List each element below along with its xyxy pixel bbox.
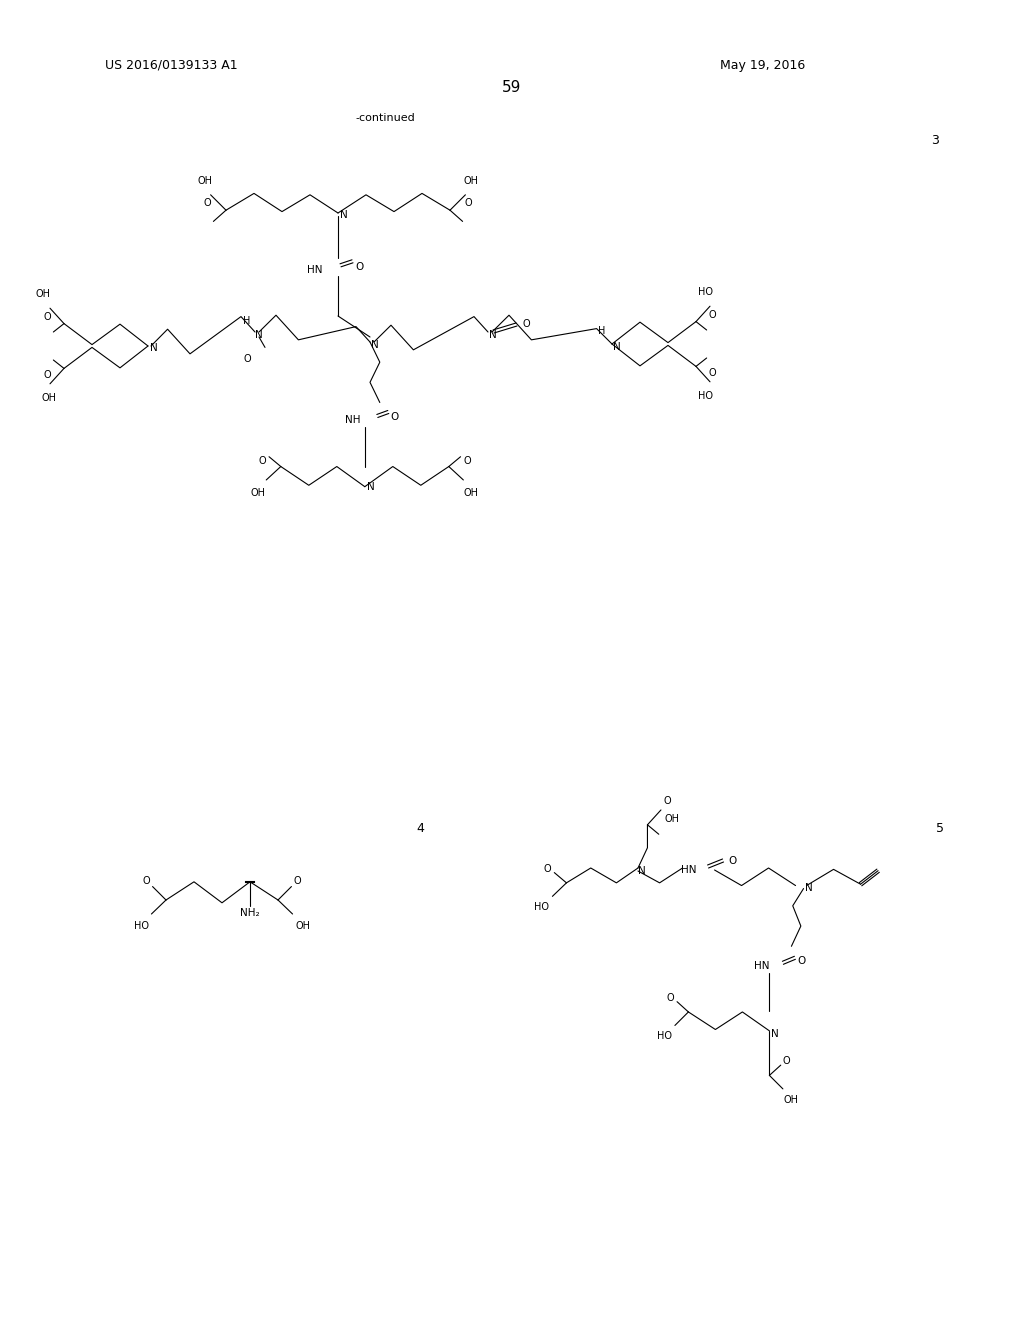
Text: 4: 4 bbox=[416, 821, 424, 834]
Text: N: N bbox=[770, 1028, 778, 1039]
Text: H: H bbox=[598, 326, 605, 337]
Text: HN: HN bbox=[306, 265, 322, 275]
Text: HO: HO bbox=[698, 288, 714, 297]
Text: O: O bbox=[798, 956, 806, 966]
Text: O: O bbox=[356, 261, 365, 272]
Text: N: N bbox=[367, 482, 375, 491]
Text: 59: 59 bbox=[503, 81, 521, 95]
Text: O: O bbox=[142, 876, 151, 886]
Text: O: O bbox=[522, 319, 529, 329]
Text: N: N bbox=[805, 883, 812, 892]
Text: OH: OH bbox=[251, 488, 266, 498]
Text: OH: OH bbox=[783, 1094, 799, 1105]
Text: OH: OH bbox=[665, 814, 679, 825]
Text: H: H bbox=[244, 315, 251, 326]
Text: US 2016/0139133 A1: US 2016/0139133 A1 bbox=[105, 58, 238, 71]
Text: HN: HN bbox=[754, 961, 769, 972]
Text: O: O bbox=[465, 198, 472, 209]
Text: N: N bbox=[340, 210, 348, 220]
Text: NH₂: NH₂ bbox=[241, 908, 260, 917]
Text: OH: OH bbox=[198, 176, 213, 186]
Text: N: N bbox=[613, 342, 621, 352]
Text: O: O bbox=[243, 354, 251, 364]
Text: May 19, 2016: May 19, 2016 bbox=[720, 58, 805, 71]
Text: HO: HO bbox=[535, 902, 549, 912]
Text: HO: HO bbox=[134, 921, 148, 931]
Text: 5: 5 bbox=[936, 821, 944, 834]
Text: OH: OH bbox=[464, 176, 478, 186]
Text: O: O bbox=[204, 198, 212, 209]
Text: OH: OH bbox=[36, 289, 50, 300]
Text: HN: HN bbox=[681, 865, 696, 875]
Text: N: N bbox=[371, 341, 379, 350]
Text: HO: HO bbox=[698, 391, 714, 401]
Text: O: O bbox=[709, 310, 717, 319]
Text: O: O bbox=[709, 367, 717, 378]
Text: O: O bbox=[544, 863, 551, 874]
Text: 3: 3 bbox=[931, 133, 939, 147]
Text: OH: OH bbox=[41, 393, 56, 403]
Text: O: O bbox=[43, 370, 51, 380]
Text: N: N bbox=[255, 330, 263, 341]
Text: O: O bbox=[728, 855, 736, 866]
Text: -continued: -continued bbox=[355, 114, 415, 123]
Text: N: N bbox=[638, 866, 646, 876]
Text: O: O bbox=[259, 455, 266, 466]
Text: N: N bbox=[489, 330, 497, 341]
Text: N: N bbox=[151, 343, 158, 352]
Text: OH: OH bbox=[295, 921, 310, 931]
Text: O: O bbox=[43, 312, 51, 322]
Text: O: O bbox=[782, 1056, 790, 1067]
Text: O: O bbox=[463, 455, 471, 466]
Text: O: O bbox=[667, 993, 674, 1003]
Text: NH: NH bbox=[345, 416, 360, 425]
Text: O: O bbox=[664, 796, 672, 805]
Text: O: O bbox=[391, 412, 399, 422]
Text: HO: HO bbox=[657, 1031, 672, 1041]
Text: O: O bbox=[294, 876, 301, 886]
Text: OH: OH bbox=[464, 488, 478, 498]
